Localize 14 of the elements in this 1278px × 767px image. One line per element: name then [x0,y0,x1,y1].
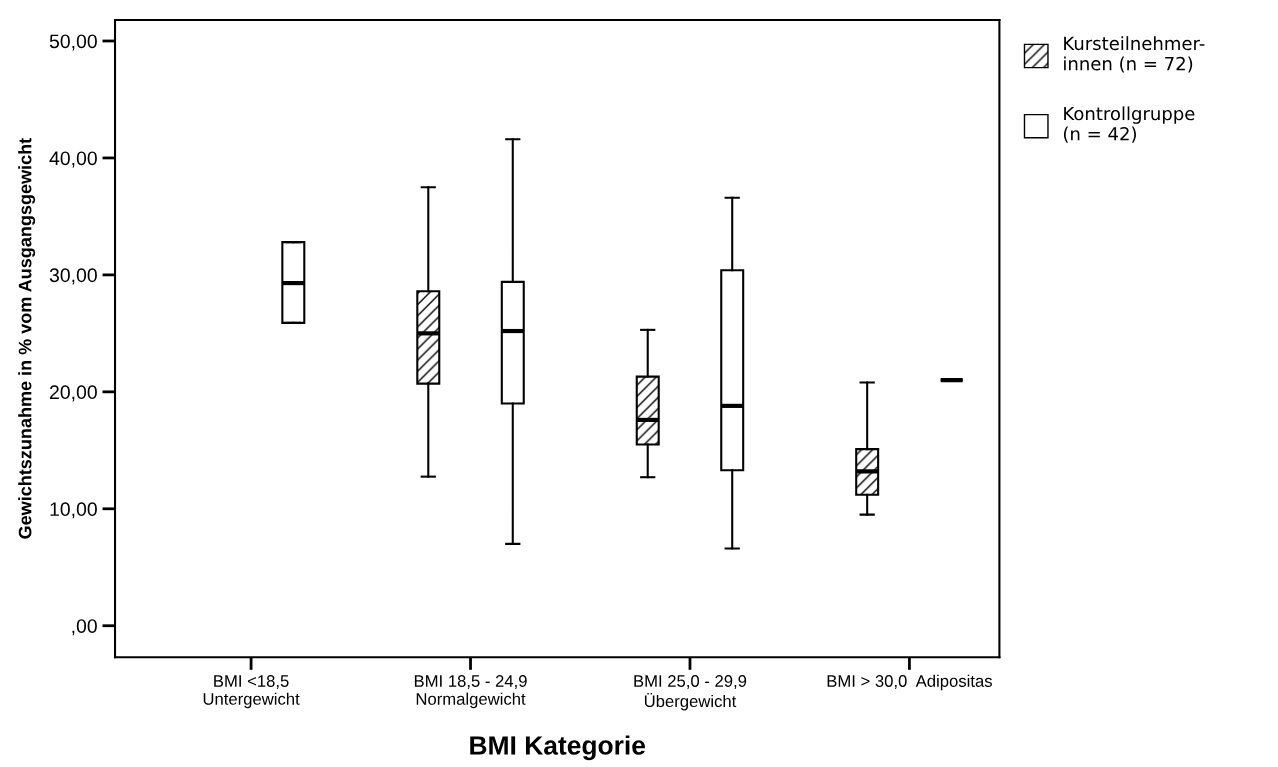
y-tick-label: ,00 [72,619,97,636]
x-tick-label: BMI 25,0 - 29,9 Übergewicht [634,675,747,711]
x-tick-label: BMI > 30,0 Adipositas [827,674,992,691]
x-tick-label: BMI 18,5 - 24,9 Normalgewicht [414,675,527,709]
y-tick-label: 30,00 [49,268,97,285]
legend-label: Kontrollgruppe (n = 42) [1063,106,1195,143]
x-tick-label: BMI <18,5 Untergewicht [203,675,300,709]
y-tick-label: 50,00 [49,34,97,51]
y-tick-label: 10,00 [50,502,97,519]
x-axis-title: BMI Kategorie [470,735,646,761]
y-tick-label: 40,00 [49,151,97,168]
y-tick-label: 20,00 [49,385,97,402]
y-axis-title: Gewichtszunahme in % vom Ausgangsgewicht [18,138,36,539]
legend-label: Kursteilnehmer- innen (n = 72) [1064,36,1205,73]
